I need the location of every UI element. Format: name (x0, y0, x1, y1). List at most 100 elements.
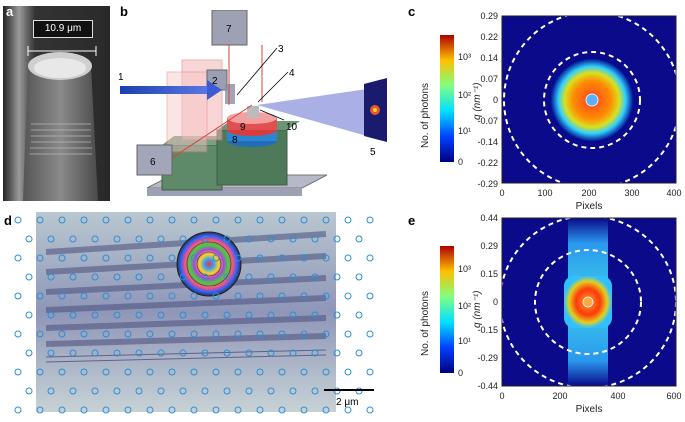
lattice-circle (69, 311, 77, 319)
plot-e-xlabel: Pixels (576, 404, 603, 415)
lattice-circle (267, 273, 275, 281)
plot-e-ylabel: q (nm⁻¹) (472, 291, 483, 329)
plot-e-ytick: 0 (493, 297, 498, 307)
panel-d-label: d (4, 213, 12, 228)
plot-c-ytick: 0.14 (480, 53, 498, 63)
lattice-circle (256, 406, 264, 414)
plot-c-ytick: 0 (493, 95, 498, 105)
lattice-circle (80, 368, 88, 376)
lattice-circle (91, 349, 99, 357)
lattice-circle (223, 273, 231, 281)
lattice-circle (366, 292, 374, 300)
lattice-circle (355, 311, 363, 319)
lattice-circle (47, 235, 55, 243)
lattice-circle (344, 330, 352, 338)
setup-label-3: 3 (278, 44, 284, 55)
lattice-circle (157, 235, 165, 243)
lattice-circle (322, 368, 330, 376)
lattice-circle (47, 311, 55, 319)
plot-c-ytick: -0.22 (477, 158, 498, 168)
lattice-circle (212, 254, 220, 262)
lattice-circle (36, 292, 44, 300)
fringe-image: 2 μm (14, 212, 374, 414)
plot-c-ytick: 0.07 (480, 74, 498, 84)
lattice-circle (102, 330, 110, 338)
colorbar-e-label: No. of photons (420, 291, 431, 356)
fringe-scale-label: 2 μm (336, 397, 358, 408)
lattice-circle (366, 254, 374, 262)
lattice-circle (344, 368, 352, 376)
plot-c-ytick: -0.29 (477, 179, 498, 189)
lattice-circle (212, 406, 220, 414)
plot-c-ytick: 0.29 (480, 11, 498, 21)
lattice-circle (256, 368, 264, 376)
lattice-circle (267, 349, 275, 357)
lattice-circle (14, 406, 22, 414)
setup-label-7: 7 (226, 24, 232, 35)
lattice-circle (80, 406, 88, 414)
lattice-circle (80, 292, 88, 300)
lattice-circle (245, 387, 253, 395)
lattice-circle (289, 311, 297, 319)
lattice-circle (58, 368, 66, 376)
lattice-circle (366, 330, 374, 338)
lattice-circle (69, 349, 77, 357)
lattice-circle (333, 349, 341, 357)
lattice-circle (69, 235, 77, 243)
lattice-circle (36, 368, 44, 376)
lattice-circle (201, 273, 209, 281)
lattice-circle (58, 292, 66, 300)
lattice-circle (146, 368, 154, 376)
lattice-circle (212, 292, 220, 300)
lattice-circle (234, 292, 242, 300)
lattice-circle (157, 273, 165, 281)
lattice-circle (245, 235, 253, 243)
lattice-circle (102, 406, 110, 414)
lattice-circle (300, 330, 308, 338)
setup-label-5: 5 (370, 147, 376, 158)
colorbar-e-tick-100: 10² (458, 301, 471, 311)
lattice-circle (201, 311, 209, 319)
plot-e-xtick: 0 (499, 391, 504, 401)
lattice-circle (322, 406, 330, 414)
plot-e-xtick: 200 (552, 391, 567, 401)
lattice-circle (212, 216, 220, 224)
lattice-circle (47, 273, 55, 281)
lattice-circle (267, 387, 275, 395)
lattice-circle (25, 311, 33, 319)
colorbar-e-tick-10: 10¹ (458, 336, 471, 346)
lattice-circle (256, 254, 264, 262)
lattice-circle (113, 387, 121, 395)
lattice-circle (311, 387, 319, 395)
lattice-circle (146, 292, 154, 300)
lattice-circle (58, 216, 66, 224)
setup-label-4: 4 (289, 68, 295, 79)
lattice-circle (179, 311, 187, 319)
lattice-circle (135, 349, 143, 357)
lattice-circle (245, 349, 253, 357)
plot-e-ytick: -0.29 (477, 353, 498, 363)
lattice-circle (311, 273, 319, 281)
lattice-circle (190, 216, 198, 224)
plot-e-ytick: 0.44 (480, 214, 498, 223)
lattice-circle (80, 216, 88, 224)
lattice-circle (14, 330, 22, 338)
lattice-circle (25, 273, 33, 281)
lattice-circle (179, 387, 187, 395)
lattice-circle (344, 216, 352, 224)
lattice-circle (91, 273, 99, 281)
lattice-circle (124, 254, 132, 262)
plot-c-ylabel: q (nm⁻¹) (472, 83, 483, 121)
lattice-circle (135, 387, 143, 395)
lattice-circle (278, 330, 286, 338)
plot-c-xtick: 400 (666, 188, 681, 198)
lattice-circle (91, 235, 99, 243)
lattice-circle (25, 235, 33, 243)
lattice-circle (168, 406, 176, 414)
lattice-circle (36, 216, 44, 224)
lattice-circle (223, 311, 231, 319)
plot-c-xtick: 200 (581, 188, 596, 198)
lattice-circle (278, 254, 286, 262)
panel-c-label: c (408, 4, 416, 19)
lattice-circle (58, 330, 66, 338)
